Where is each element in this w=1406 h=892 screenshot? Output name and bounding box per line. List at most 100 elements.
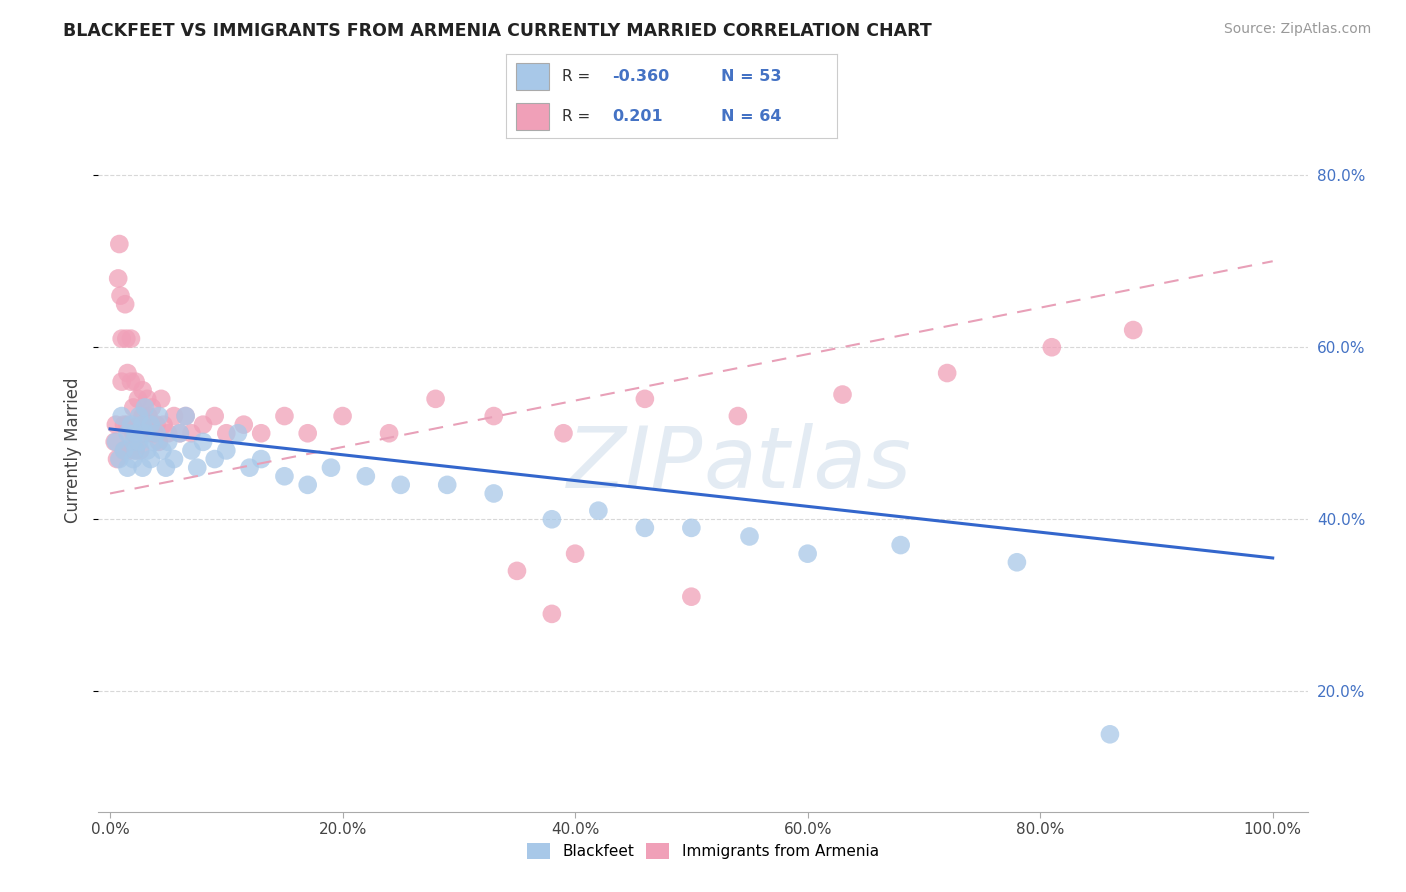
Point <box>138 409 160 423</box>
Point <box>1122 323 1144 337</box>
Point <box>108 452 131 467</box>
Point <box>117 426 139 441</box>
Point <box>332 409 354 423</box>
Text: N = 64: N = 64 <box>721 109 782 124</box>
Point <box>150 443 173 458</box>
Point <box>634 521 657 535</box>
Point <box>117 417 139 432</box>
Point <box>796 547 818 561</box>
Point <box>111 409 134 423</box>
Point <box>150 392 173 406</box>
Point <box>157 434 180 449</box>
Point <box>163 452 186 467</box>
Point <box>112 443 135 458</box>
Point <box>131 417 153 432</box>
Point <box>122 426 145 441</box>
Point <box>139 417 162 432</box>
Point <box>890 538 912 552</box>
Point <box>105 452 128 467</box>
Point <box>936 366 959 380</box>
Point <box>117 366 139 380</box>
Point <box>124 443 146 458</box>
Point <box>232 417 254 432</box>
Point <box>482 486 505 500</box>
Point <box>738 529 761 543</box>
Point <box>120 375 142 389</box>
Point <box>122 401 145 415</box>
Point <box>128 409 150 423</box>
Point <box>104 434 127 449</box>
Point <box>122 434 145 449</box>
Point <box>145 426 167 441</box>
Text: Source: ZipAtlas.com: Source: ZipAtlas.com <box>1223 22 1371 37</box>
Point <box>215 443 238 458</box>
Point <box>104 434 127 449</box>
Text: -0.360: -0.360 <box>612 69 669 84</box>
Point <box>143 434 166 449</box>
Point <box>143 426 166 441</box>
Point <box>226 426 249 441</box>
Point <box>110 288 132 302</box>
Point <box>104 417 127 432</box>
Point <box>128 434 150 449</box>
Point <box>134 426 156 441</box>
Point <box>122 452 145 467</box>
Point <box>120 417 142 432</box>
Point <box>117 460 139 475</box>
Point <box>112 417 135 432</box>
Text: ZIP: ZIP <box>567 424 703 507</box>
Point <box>111 375 134 389</box>
Legend: Blackfeet, Immigrants from Armenia: Blackfeet, Immigrants from Armenia <box>522 838 884 865</box>
Point <box>186 460 208 475</box>
Point <box>127 392 149 406</box>
Point <box>727 409 749 423</box>
Point <box>588 503 610 517</box>
Point <box>389 478 412 492</box>
Point <box>120 332 142 346</box>
Point <box>540 607 562 621</box>
Point <box>506 564 529 578</box>
Point <box>155 460 177 475</box>
Point <box>136 443 159 458</box>
Point <box>163 409 186 423</box>
Point <box>115 332 138 346</box>
Point <box>134 401 156 415</box>
Point <box>118 443 141 458</box>
Point <box>436 478 458 492</box>
Point <box>145 417 167 432</box>
Point <box>139 426 162 441</box>
Point <box>204 409 226 423</box>
Point <box>681 521 703 535</box>
Point <box>111 332 134 346</box>
Point <box>273 469 295 483</box>
Point <box>107 271 129 285</box>
Point <box>128 417 150 432</box>
Point <box>1098 727 1121 741</box>
Point <box>425 392 447 406</box>
Point <box>118 426 141 441</box>
Point <box>136 392 159 406</box>
Point <box>169 426 191 441</box>
Point <box>1005 555 1028 569</box>
Point <box>564 547 586 561</box>
FancyBboxPatch shape <box>516 62 550 90</box>
Point <box>204 452 226 467</box>
Point <box>215 426 238 441</box>
Point <box>131 384 153 398</box>
Point <box>131 460 153 475</box>
Point <box>108 237 131 252</box>
Text: N = 53: N = 53 <box>721 69 782 84</box>
Point <box>250 452 273 467</box>
Point <box>134 426 156 441</box>
Point <box>273 409 295 423</box>
FancyBboxPatch shape <box>516 103 550 130</box>
Point <box>482 409 505 423</box>
Point <box>174 409 197 423</box>
Point <box>124 426 146 441</box>
Point <box>191 434 214 449</box>
Point <box>139 452 162 467</box>
Point <box>112 443 135 458</box>
Point <box>180 443 202 458</box>
Point <box>148 434 170 449</box>
Point <box>124 375 146 389</box>
